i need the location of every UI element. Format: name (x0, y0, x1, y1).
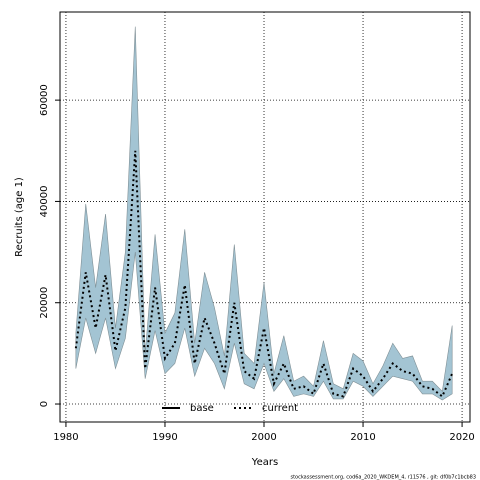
legend-label: current (262, 403, 298, 414)
y-tick-label: 20000 (39, 287, 50, 319)
x-axis-label: Years (251, 457, 278, 468)
x-tick-label: 1990 (152, 432, 177, 443)
y-tick-label: 40000 (39, 186, 50, 218)
y-tick-label: 60000 (39, 84, 50, 116)
x-tick-label: 1980 (53, 432, 78, 443)
series-line (74, 150, 454, 398)
confidence-band (75, 26, 453, 401)
x-tick-label: 2020 (449, 432, 474, 443)
x-tick-label: 2010 (350, 432, 375, 443)
y-tick-label: 0 (39, 401, 50, 407)
x-tick-label: 2000 (251, 432, 276, 443)
footer: stockassessment.org, cod6a_2020_WKDEM_4,… (290, 475, 476, 480)
y-axis-label: Recruits (age 1) (14, 177, 25, 257)
legend-label: base (190, 403, 214, 414)
plot-frame (59, 11, 471, 423)
